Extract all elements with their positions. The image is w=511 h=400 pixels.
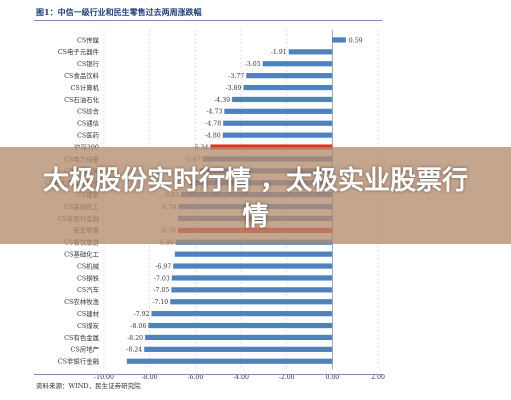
category-label: CS有色金属	[64, 333, 99, 342]
bar	[145, 334, 333, 341]
category-label: CS传媒	[77, 35, 100, 44]
bar	[174, 251, 333, 257]
bar	[171, 287, 333, 293]
data-label: -8.20	[127, 335, 143, 342]
category-label: CS食品饮料	[64, 71, 99, 80]
data-label: -8.24	[126, 347, 142, 354]
figure-title: 图1：中信一级行业和民生零售过去两周涨跌幅	[36, 7, 202, 17]
category-label: CS煤炭	[77, 321, 100, 330]
figure-source: 资料来源：WIND，民生证券研究院	[36, 382, 141, 390]
bar	[144, 346, 333, 352]
bar	[173, 263, 333, 269]
bar	[151, 311, 333, 317]
headline-overlay-text[interactable]: 太极股份实时行情 ，太极实业股票行情	[42, 166, 469, 232]
bar	[243, 84, 333, 91]
category-label: CS建材	[77, 309, 100, 318]
category-label: CS房地产	[71, 345, 99, 354]
data-label: -4.80	[205, 132, 221, 139]
data-label: -7.10	[152, 299, 168, 306]
x-tick-label: 2.00	[371, 374, 385, 381]
data-label: -4.73	[206, 109, 222, 116]
bar	[224, 108, 333, 114]
data-label: -7.92	[134, 311, 150, 318]
data-label: -3.05	[245, 61, 261, 68]
x-tick-label: -6.00	[187, 374, 203, 381]
category-label: CS综合	[77, 107, 100, 116]
category-label: CS机械	[77, 261, 100, 270]
category-label: CS医药	[77, 130, 100, 139]
title-rule	[34, 20, 382, 21]
bar	[332, 37, 346, 43]
bar	[223, 120, 333, 126]
headline-overlay-band	[0, 147, 511, 244]
bar	[170, 299, 333, 305]
data-label: 0.59	[349, 37, 363, 44]
data-label: -8.06	[130, 323, 146, 330]
category-label: CS电子元器件	[58, 47, 100, 56]
category-label: CS农林牧渔	[64, 297, 99, 306]
category-label: CS基础化工	[64, 249, 99, 258]
category-label: CS钢铁	[77, 273, 100, 282]
data-label: -4.78	[205, 121, 221, 128]
bar	[148, 322, 333, 329]
bar	[232, 96, 333, 103]
bar	[288, 49, 333, 55]
data-label: -7.05	[153, 287, 169, 294]
category-label: CS计算机	[71, 83, 100, 92]
x-tick-label: -10.00	[94, 374, 114, 381]
category-label: CS汽车	[77, 285, 100, 294]
category-label: CS银行	[77, 59, 100, 68]
bar	[246, 73, 333, 79]
category-label: CS石油石化	[64, 95, 99, 104]
bar	[222, 132, 333, 138]
bar	[262, 61, 333, 67]
data-label: -4.39	[214, 97, 230, 104]
data-label: -7.03	[154, 275, 170, 282]
source-rule	[34, 374, 382, 375]
x-tick-label: 0.00	[325, 374, 339, 381]
bar	[171, 275, 333, 281]
data-label: -6.97	[155, 263, 171, 270]
category-label: CS通信	[77, 119, 100, 128]
data-label: -3.77	[228, 73, 244, 80]
bar	[126, 358, 333, 364]
data-label: -3.89	[226, 85, 242, 92]
data-label: -1.91	[271, 49, 287, 56]
x-tick-label: -2.00	[279, 374, 295, 381]
x-tick-label: -4.00	[233, 374, 249, 381]
x-tick-label: -8.00	[142, 374, 158, 381]
category-label: 沪深300	[74, 142, 99, 151]
category-label: CS非银行金融	[58, 357, 100, 366]
